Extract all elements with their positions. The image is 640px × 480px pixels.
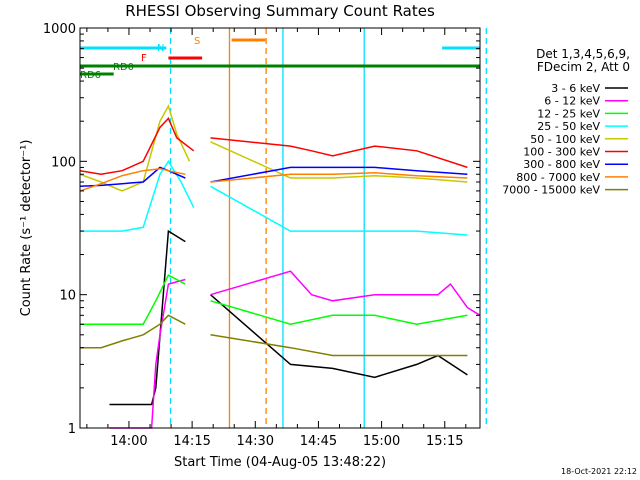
series-line-2-seg-1 — [210, 300, 468, 325]
legend-entry-label: 800 - 7000 keV — [516, 171, 600, 184]
legend-header-line: FDecim 2, Att 0 — [537, 60, 630, 74]
plot-area: NF S RD0 RD6 — [79, 28, 487, 429]
legend-entry-label: 50 - 100 keV — [530, 133, 600, 146]
legend-header-line: Det 1,3,4,5,6,9, — [536, 47, 630, 61]
legend-entry-label: 7000 - 15000 keV — [502, 184, 600, 197]
series-line-6-seg-1 — [210, 166, 468, 183]
x-tick-label: 15:15 — [426, 434, 463, 449]
legend-entry-label: 100 - 300 keV — [523, 146, 600, 159]
y-tick-label: 1000 — [43, 22, 76, 37]
legend: Det 1,3,4,5,6,9,FDecim 2, Att 0 3 - 6 keV… — [502, 47, 630, 197]
state-label-f: F — [141, 53, 147, 64]
x-tick-label: 15:00 — [363, 434, 400, 449]
y-tick-label: 100 — [51, 155, 76, 170]
y-axis-label: Count Rate (s⁻¹ detector⁻¹) — [19, 140, 34, 317]
legend-entry-label: 25 - 50 keV — [537, 120, 600, 133]
legend-entry-label: 6 - 12 keV — [544, 95, 600, 108]
state-label-n: N — [157, 43, 164, 54]
series-line-0-seg-0 — [109, 229, 186, 406]
footer-timestamp: 18-Oct-2021 22:12 — [561, 467, 637, 476]
state-label-s: S — [194, 36, 200, 47]
state-label-rd0: RD0 — [113, 62, 134, 73]
series-line-4-seg-1 — [210, 141, 468, 183]
x-tick-label: 14:30 — [237, 434, 274, 449]
x-axis-label: Start Time (04-Aug-05 13:48:22) — [174, 455, 386, 470]
legend-entry-label: 300 - 800 keV — [523, 158, 600, 171]
axes: 1 10 100 1000 14:00 14:15 14:30 14:45 15:00 15:15 — [43, 22, 480, 449]
series-line-8-seg-1 — [210, 334, 468, 357]
series-line-3-seg-1 — [210, 185, 468, 236]
series-line-4-seg-0 — [79, 104, 191, 192]
series-line-7-seg-0 — [79, 167, 186, 192]
state-label-rd6: RD6 — [80, 70, 101, 81]
chart-title: RHESSI Observing Summary Count Rates — [125, 2, 435, 20]
x-tick-label: 14:00 — [110, 434, 147, 449]
x-tick-label: 14:45 — [300, 434, 337, 449]
series-line-1-seg-1 — [210, 270, 481, 316]
series-line-2-seg-0 — [80, 274, 186, 325]
y-tick-label: 10 — [59, 289, 76, 304]
plot-frame — [79, 27, 481, 429]
y-tick-label: 1 — [68, 422, 76, 437]
x-tick-label: 14:15 — [173, 434, 210, 449]
series-line-8-seg-0 — [80, 314, 186, 349]
legend-entry-label: 3 - 6 keV — [551, 82, 600, 95]
series-line-3-seg-0 — [80, 159, 195, 232]
series-line-5-seg-1 — [210, 137, 468, 169]
series-line-5-seg-0 — [79, 117, 195, 176]
legend-entry-label: 12 - 25 keV — [537, 107, 600, 120]
series-line-7-seg-1 — [210, 172, 468, 183]
